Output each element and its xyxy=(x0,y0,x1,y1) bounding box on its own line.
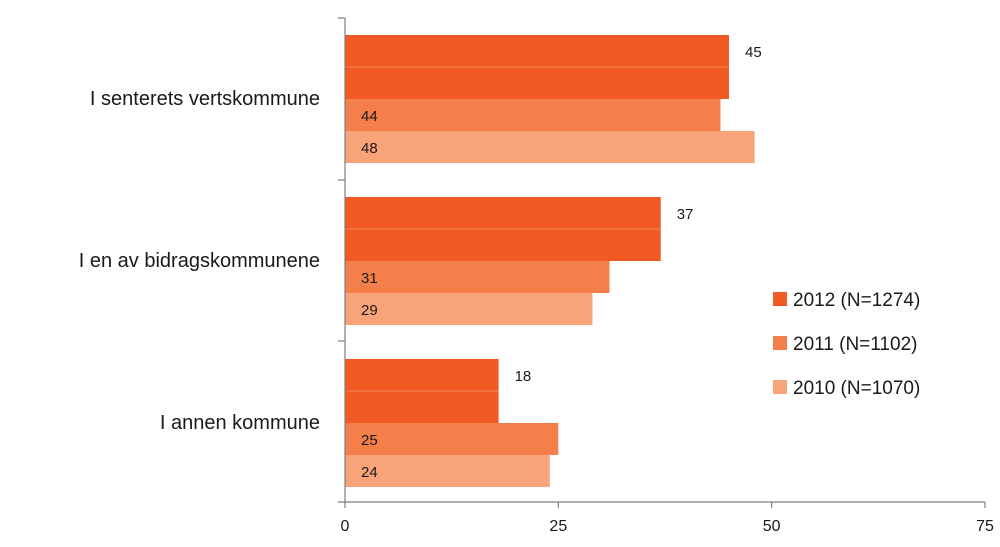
x-axis-ticks: 0 25 50 75 xyxy=(341,502,994,535)
axes xyxy=(338,17,985,503)
data-label: 44 xyxy=(361,108,378,125)
value-labels: 45 44 48 37 31 29 18 25 24 xyxy=(361,44,762,481)
bars xyxy=(345,35,755,487)
bar xyxy=(345,455,550,487)
data-label: 24 xyxy=(361,464,378,481)
bar xyxy=(345,99,721,131)
category-label: I senterets vertskommune xyxy=(90,88,320,110)
data-label: 29 xyxy=(361,302,378,319)
bar xyxy=(345,35,729,99)
bar xyxy=(345,359,499,423)
category-label: I annen kommune xyxy=(160,412,320,434)
bar xyxy=(345,261,610,293)
data-label: 31 xyxy=(361,270,378,287)
legend-swatch xyxy=(773,380,787,394)
bar xyxy=(345,131,755,163)
bar xyxy=(345,423,559,455)
legend-swatch xyxy=(773,336,787,350)
category-labels: I senterets vertskommune I en av bidragsk… xyxy=(79,88,320,434)
legend-label: 2012 (N=1274) xyxy=(793,290,920,311)
legend-label: 2011 (N=1102) xyxy=(793,334,917,355)
data-label: 45 xyxy=(745,44,762,61)
legend-label: 2010 (N=1070) xyxy=(793,378,920,399)
x-tick-label: 50 xyxy=(763,518,781,535)
data-label: 48 xyxy=(361,140,378,157)
x-tick-label: 0 xyxy=(341,518,350,535)
bar xyxy=(345,197,661,261)
legend-swatch xyxy=(773,292,787,306)
x-tick-label: 75 xyxy=(976,518,994,535)
x-tick-label: 25 xyxy=(549,518,567,535)
legend: 2012 (N=1274) 2011 (N=1102) 2010 (N=1070) xyxy=(773,290,920,399)
bar xyxy=(345,293,593,325)
data-label: 37 xyxy=(677,206,694,223)
data-label: 25 xyxy=(361,432,378,449)
category-label: I en av bidragskommunene xyxy=(79,250,320,272)
data-label: 18 xyxy=(515,368,532,385)
